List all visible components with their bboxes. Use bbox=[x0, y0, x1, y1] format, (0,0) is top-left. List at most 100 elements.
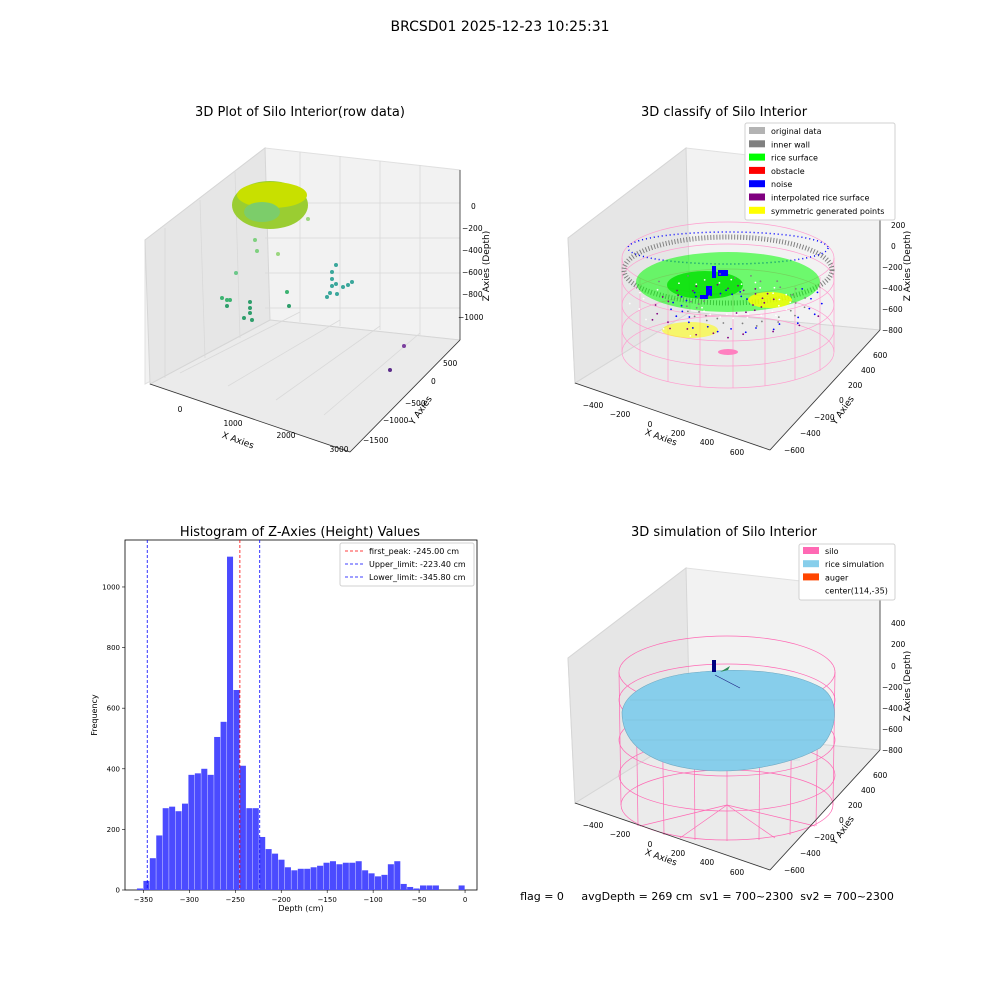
classify-point bbox=[680, 304, 683, 307]
classify-point bbox=[703, 300, 705, 303]
raw-zlabel: Z Axies (Depth) bbox=[482, 231, 492, 302]
histogram-bar bbox=[349, 862, 356, 890]
histogram-bar bbox=[239, 765, 246, 890]
classify-point bbox=[744, 331, 747, 334]
classify-point bbox=[719, 273, 721, 275]
histogram-xtick-label: −200 bbox=[272, 896, 291, 904]
classify-point bbox=[678, 282, 680, 285]
figure-suptitle: BRCSD01 2025-12-23 10:25:31 bbox=[390, 19, 609, 35]
histogram-bar bbox=[246, 808, 253, 890]
classify-interpolated-dots bbox=[628, 273, 823, 339]
classify-point bbox=[695, 306, 698, 309]
raw-scatter-points bbox=[220, 217, 406, 372]
classify-point bbox=[662, 328, 665, 330]
classify-point bbox=[719, 316, 722, 318]
raw-ytick-label: −1000 bbox=[383, 416, 409, 425]
classify-point bbox=[742, 289, 745, 292]
classify-xtick-label: 400 bbox=[700, 438, 715, 447]
classify-ztick-label: 200 bbox=[891, 221, 906, 230]
classify-point bbox=[719, 292, 722, 295]
classify-plot-title: 3D classify of Silo Interior bbox=[641, 105, 808, 120]
histogram-bar bbox=[329, 861, 336, 890]
panel-histogram: Histogram of Z-Axies (Height) Values −35… bbox=[90, 525, 478, 913]
raw-y-axis-line bbox=[349, 339, 461, 453]
classify-point bbox=[690, 300, 692, 303]
classify-point bbox=[638, 308, 641, 310]
classify-point bbox=[667, 321, 669, 324]
classify-point bbox=[778, 323, 781, 325]
classify-point bbox=[658, 280, 660, 283]
classify-point bbox=[808, 307, 811, 310]
classify-point bbox=[794, 302, 797, 304]
classify-point bbox=[672, 301, 675, 304]
classify-ytick-label: −600 bbox=[784, 446, 805, 455]
simulation-xtick-label: −400 bbox=[583, 821, 604, 830]
classify-point bbox=[685, 299, 688, 302]
classify-y-axis-line bbox=[769, 329, 881, 451]
classify-point bbox=[661, 296, 664, 298]
classify-point bbox=[798, 324, 801, 327]
raw-ztick-label: −400 bbox=[462, 246, 483, 255]
classify-point bbox=[755, 325, 758, 327]
classify-xtick-label: 600 bbox=[730, 448, 745, 457]
classify-point bbox=[777, 316, 780, 318]
classify-point bbox=[695, 283, 698, 286]
histogram-bar bbox=[252, 808, 259, 890]
histogram-bar bbox=[136, 888, 143, 890]
histogram-legend-items: first_peak: -245.00 cm Upper_limit: -223.… bbox=[345, 547, 466, 582]
simulation-xtick-label: 200 bbox=[671, 849, 686, 858]
simulation-legend: silo rice simulation auger center(114,-35) bbox=[798, 543, 896, 601]
legend-label: silo bbox=[825, 547, 839, 556]
classify-point bbox=[725, 289, 728, 292]
simulation-tick-labels: −400 −200 0 200 400 600 600 400 200 0 −2… bbox=[583, 619, 906, 877]
simulation-legend-box bbox=[798, 543, 896, 601]
classify-point bbox=[694, 295, 697, 298]
classify-point bbox=[709, 287, 712, 290]
histogram-bar bbox=[207, 774, 214, 890]
histogram-bar bbox=[432, 885, 439, 890]
classify-point bbox=[716, 330, 719, 333]
classify-point bbox=[709, 313, 712, 316]
classify-point bbox=[718, 281, 721, 284]
raw-xtick-label: 1000 bbox=[223, 419, 242, 428]
classify-point bbox=[794, 314, 796, 317]
classify-point bbox=[772, 298, 775, 301]
classify-legend: original data inner wall rice surface obsta… bbox=[744, 122, 896, 221]
classify-point bbox=[716, 283, 719, 286]
raw-tick-labels: 0 1000 2000 3000 500 0 −500 −1000 −1500 … bbox=[178, 202, 484, 454]
raw-ytick-label: 0 bbox=[431, 377, 436, 386]
histogram-bar bbox=[387, 864, 394, 890]
raw-xtick-label: 3000 bbox=[329, 445, 348, 454]
histogram-bar bbox=[265, 849, 272, 890]
raw-ztick-label: 0 bbox=[471, 202, 476, 211]
histogram-xtick-label: −100 bbox=[364, 896, 383, 904]
classify-point bbox=[797, 316, 800, 319]
classify-point bbox=[776, 280, 779, 283]
histogram-ylabel: Frequency bbox=[90, 694, 99, 736]
classify-point bbox=[736, 313, 738, 316]
histogram-bar bbox=[175, 811, 182, 890]
classify-point bbox=[638, 291, 641, 294]
classify-symmetric-points bbox=[662, 322, 718, 338]
legend-swatch bbox=[749, 193, 765, 201]
simulation-ytick-label: 0 bbox=[839, 816, 844, 825]
classify-point bbox=[693, 315, 696, 318]
classify-point bbox=[705, 319, 708, 322]
classify-ztick-label: 0 bbox=[891, 242, 896, 251]
classify-point bbox=[681, 310, 684, 313]
classify-point bbox=[817, 315, 820, 318]
histogram-bar bbox=[426, 885, 433, 890]
classify-point bbox=[759, 280, 762, 283]
classify-point bbox=[686, 310, 689, 313]
classify-point bbox=[746, 298, 748, 300]
classify-point bbox=[772, 292, 775, 295]
classify-ytick-label: 400 bbox=[861, 366, 876, 375]
classify-point bbox=[687, 321, 690, 324]
classify-xtick-label: 0 bbox=[648, 420, 653, 429]
classify-point bbox=[752, 304, 754, 306]
classify-point bbox=[727, 336, 729, 339]
histogram-bar bbox=[368, 873, 375, 890]
simulation-xtick-label: −200 bbox=[610, 830, 631, 839]
legend-label: symmetric generated points bbox=[771, 207, 884, 216]
legend-label: original data bbox=[771, 127, 822, 136]
